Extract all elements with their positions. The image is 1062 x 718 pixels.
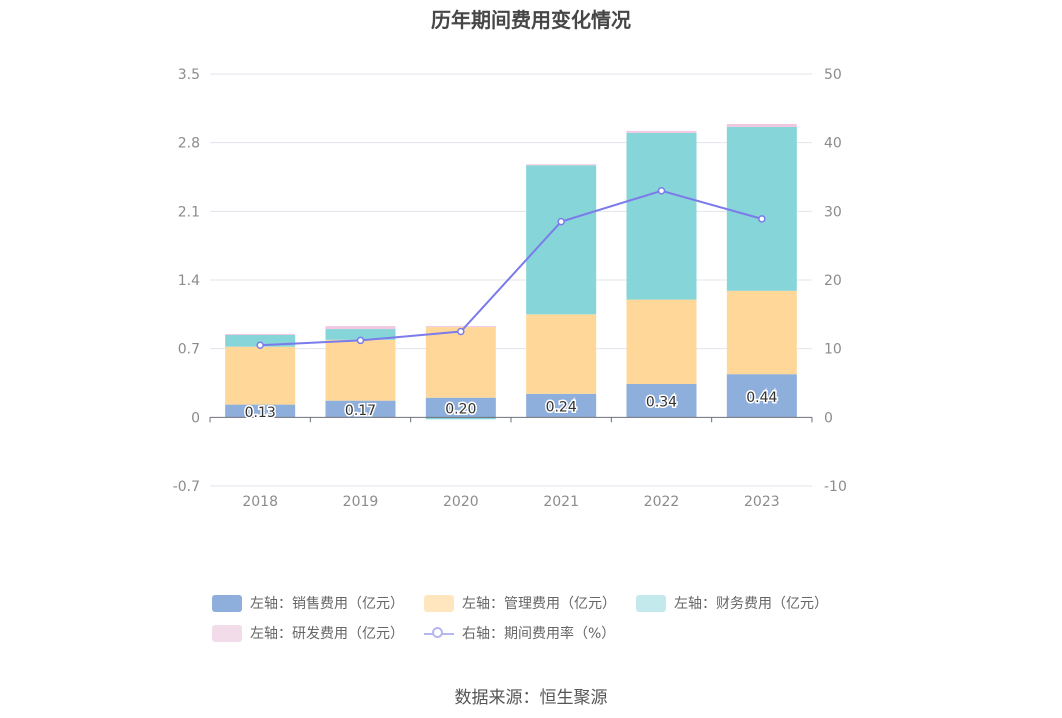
y-right-tick-label: 0 — [824, 410, 833, 426]
rate-point — [256, 341, 264, 349]
bar-rnd — [425, 326, 496, 328]
y-right-tick-label: -10 — [824, 479, 847, 495]
bar-finance — [425, 417, 496, 420]
legend-item-admin[interactable]: 左轴：管理费用（亿元） — [424, 593, 616, 613]
y-right-tick-label: 40 — [824, 136, 842, 152]
y-left-tick-label: 1.4 — [178, 273, 200, 289]
legend-label-rate: 右轴：期间费用率（%） — [462, 626, 616, 642]
bar-sales — [626, 383, 697, 418]
y-left-tick-label: -0.7 — [173, 479, 200, 495]
bar-admin — [225, 346, 296, 405]
bar-finance — [626, 132, 697, 300]
bar-admin — [626, 299, 697, 384]
legend-item-sales[interactable]: 左轴：销售费用（亿元） — [212, 593, 404, 613]
legend-swatch-finance — [636, 594, 666, 612]
bar-rnd — [325, 326, 396, 330]
legend-swatch-admin — [424, 594, 454, 612]
rate-point — [758, 215, 766, 223]
x-tick-label: 2019 — [343, 494, 379, 510]
bar-rnd — [726, 124, 797, 127]
rate-point — [657, 186, 666, 195]
x-tick-label: 2022 — [644, 494, 680, 510]
x-tick-label: 2021 — [543, 494, 579, 510]
x-tick-label: 2023 — [744, 494, 780, 510]
bar-sales — [726, 374, 797, 418]
bar-value-label: 0.44 — [746, 390, 777, 406]
rate-point — [356, 336, 365, 345]
bar-value-label: 0.13 — [245, 405, 276, 421]
legend-item-rnd[interactable]: 左轴：研发费用（亿元） — [212, 623, 404, 643]
legend-item-rate[interactable]: 右轴：期间费用率（%） — [424, 623, 615, 643]
bar-value-label: 0.24 — [546, 400, 577, 416]
y-left-tick-label: 0 — [191, 410, 200, 426]
y-left-tick-label: 3.5 — [178, 67, 200, 83]
bar-sales — [425, 397, 496, 418]
x-tick-label: 2020 — [443, 494, 479, 510]
bar-finance — [726, 126, 797, 291]
legend-label-finance: 左轴：财务费用（亿元） — [674, 596, 828, 612]
chart-title: 历年期间费用变化情况 — [431, 8, 631, 32]
bar-admin — [526, 314, 597, 394]
bar-rnd — [526, 164, 597, 166]
legend-label-sales: 左轴：销售费用（亿元） — [250, 596, 404, 612]
x-tick-label: 2018 — [242, 494, 278, 510]
y-left-tick-label: 2.8 — [178, 136, 200, 152]
y-right-tick-label: 20 — [824, 273, 842, 289]
rate-point — [557, 217, 565, 226]
y-right-tick-label: 50 — [824, 67, 842, 83]
bar-sales — [526, 393, 597, 418]
bar-rnd — [225, 333, 296, 335]
bar-rnd — [626, 130, 697, 133]
bar-admin — [325, 339, 396, 401]
y-right-tick-label: 10 — [824, 342, 842, 358]
bar-admin — [726, 290, 797, 375]
legend-swatch-rnd — [212, 624, 242, 642]
bar-finance — [325, 329, 396, 340]
bar-finance — [526, 165, 597, 315]
bar-sales — [325, 400, 396, 418]
y-left-tick-label: 2.1 — [178, 204, 200, 220]
bar-finance — [225, 334, 296, 347]
bar-admin — [425, 327, 496, 398]
y-left-tick-label: 0.7 — [178, 342, 200, 358]
y-right-tick-label: 30 — [824, 204, 842, 220]
rate-line — [260, 189, 763, 347]
rate-point — [457, 327, 465, 336]
legend-swatch-sales — [212, 594, 242, 612]
legend: 左轴：销售费用（亿元） 左轴：管理费用（亿元） 左轴：财务费用（亿元） 左轴：研… — [212, 593, 892, 653]
legend-label-rnd: 左轴：研发费用（亿元） — [250, 626, 404, 642]
bar-value-label: 0.34 — [646, 395, 677, 411]
legend-label-admin: 左轴：管理费用（亿元） — [462, 596, 616, 612]
data-source: 数据来源：恒生聚源 — [454, 688, 608, 708]
bar-sales — [225, 404, 296, 418]
legend-item-finance[interactable]: 左轴：财务费用（亿元） — [636, 593, 828, 613]
bar-value-label: 0.20 — [445, 402, 476, 418]
bar-value-label: 0.17 — [345, 403, 376, 419]
legend-swatch-rate — [424, 625, 454, 642]
